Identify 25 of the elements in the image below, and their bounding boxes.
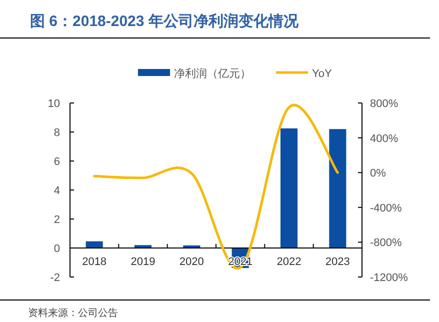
x-tick-label: 2022 bbox=[276, 256, 302, 268]
bar bbox=[86, 241, 103, 248]
x-tick-label: 2018 bbox=[82, 256, 107, 268]
y2-tick-label: -1200% bbox=[370, 272, 408, 284]
bar bbox=[280, 128, 298, 248]
y-tick-label: 6 bbox=[54, 156, 60, 168]
x-tick-label: 2019 bbox=[130, 256, 156, 268]
y-tick-label: 8 bbox=[54, 127, 60, 139]
x-tick-label: 2023 bbox=[325, 256, 350, 268]
y-tick-label: 10 bbox=[48, 98, 60, 110]
y-tick-label: 2 bbox=[54, 214, 60, 226]
legend-label: 净利润（亿元） bbox=[174, 67, 251, 80]
y2-tick-label: -800% bbox=[370, 237, 402, 250]
x-tick-label: 2020 bbox=[179, 256, 204, 268]
chart-title: 图 6：2018-2023 年公司净利润变化情况 bbox=[30, 12, 300, 30]
y2-tick-label: 0% bbox=[370, 168, 386, 180]
y-tick-label: 0 bbox=[54, 243, 60, 255]
y2-tick-label: 800% bbox=[370, 98, 398, 110]
y-tick-label: 4 bbox=[54, 185, 60, 197]
y-tick-label: -2 bbox=[50, 272, 60, 284]
y2-tick-label: 400% bbox=[370, 132, 398, 145]
bar bbox=[329, 129, 346, 248]
y2-tick-label: -400% bbox=[370, 202, 402, 214]
legend-label: YoY bbox=[312, 68, 332, 80]
text: 资料来源：公司公告 bbox=[28, 307, 118, 319]
